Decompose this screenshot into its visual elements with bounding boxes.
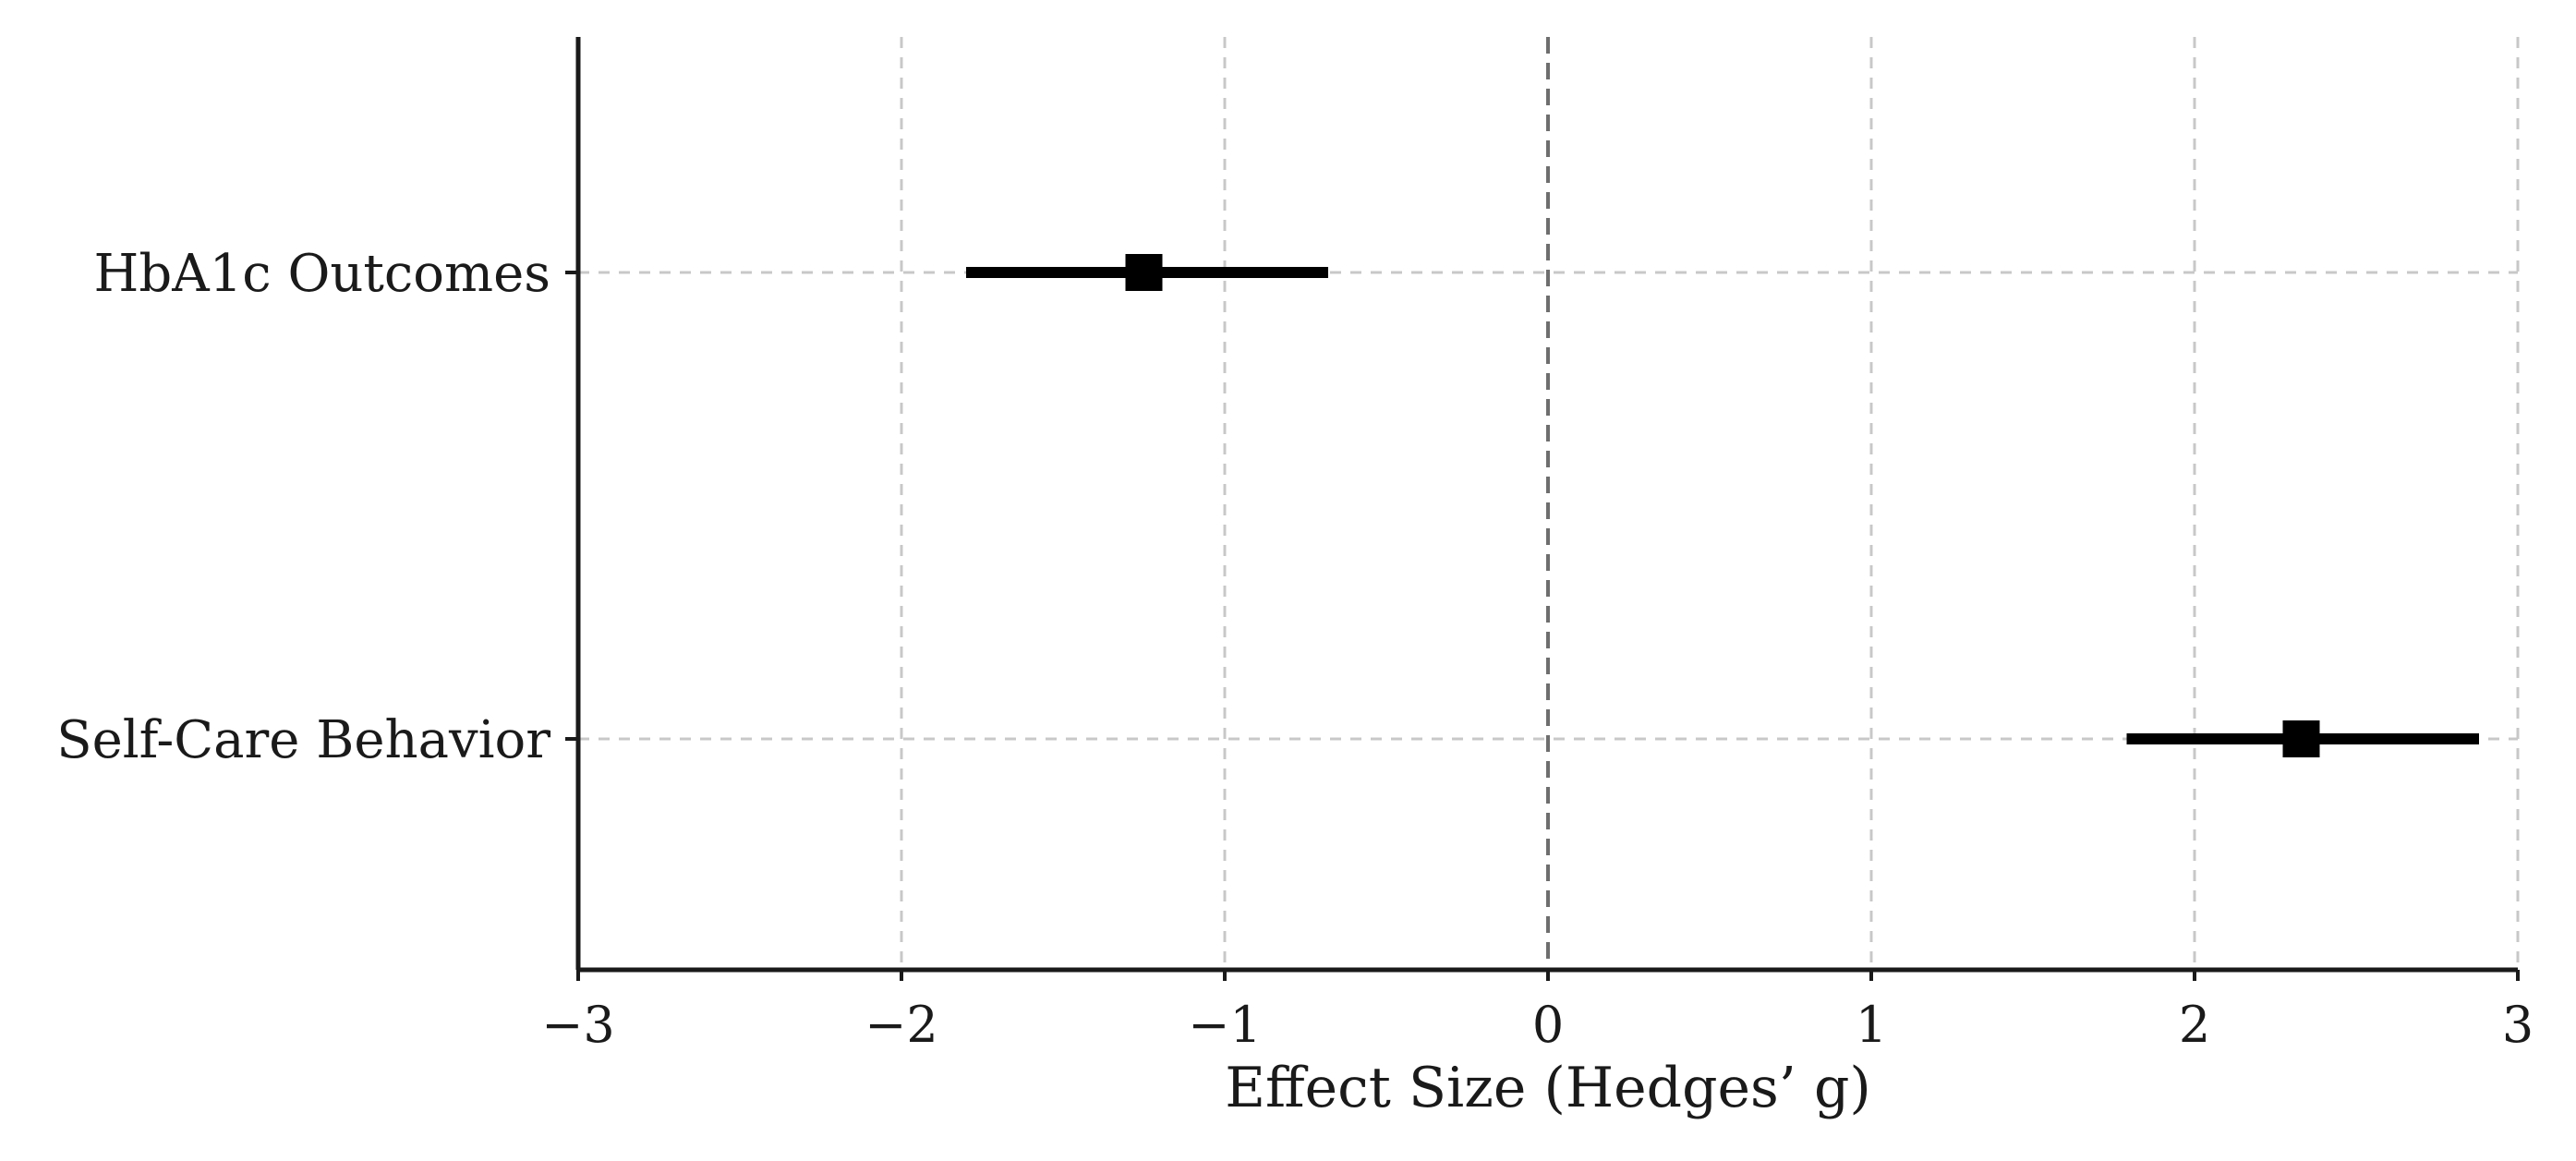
tick-labels-layer: −3 −2 −1 0 1 2 3 — [541, 996, 2534, 1054]
axes-layer — [565, 37, 2520, 981]
marks-layer — [966, 254, 2479, 757]
x-tick-label: −3 — [541, 996, 615, 1054]
category-labels-layer: HbA1c Outcomes Self-Care Behavior — [56, 244, 550, 770]
x-tick-label: 0 — [1532, 996, 1564, 1054]
x-axis-title: Effect Size (Hedges’ g) — [1225, 1056, 1871, 1120]
x-tick-label: −1 — [1188, 996, 1262, 1054]
x-tick-label: −2 — [865, 996, 938, 1054]
x-tick-label: 3 — [2502, 996, 2534, 1054]
x-tick-label: 2 — [2179, 996, 2210, 1054]
category-label: Self-Care Behavior — [56, 710, 550, 770]
point-estimate-marker — [1125, 254, 1163, 291]
x-tick-label: 1 — [1856, 996, 1887, 1054]
point-estimate-marker — [2282, 720, 2320, 757]
category-label: HbA1c Outcomes — [94, 244, 550, 304]
